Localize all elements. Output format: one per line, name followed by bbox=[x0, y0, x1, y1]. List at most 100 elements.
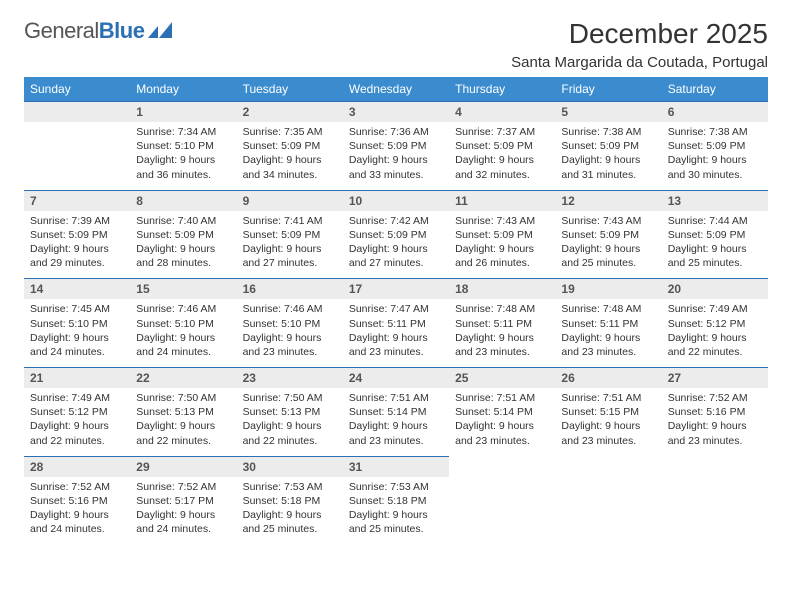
daylight-line-1: Daylight: 9 hours bbox=[136, 508, 230, 522]
daylight-line-2: and 28 minutes. bbox=[136, 256, 230, 270]
day-number-cell: 15 bbox=[130, 279, 236, 300]
sunrise-line: Sunrise: 7:39 AM bbox=[30, 214, 124, 228]
day-content-cell: Sunrise: 7:50 AMSunset: 5:13 PMDaylight:… bbox=[130, 388, 236, 456]
sunrise-line: Sunrise: 7:53 AM bbox=[349, 480, 443, 494]
daylight-line-2: and 23 minutes. bbox=[243, 345, 337, 359]
daylight-line-1: Daylight: 9 hours bbox=[561, 331, 655, 345]
sunset-line: Sunset: 5:14 PM bbox=[349, 405, 443, 419]
day-header: Wednesday bbox=[343, 77, 449, 102]
day-number-cell: 30 bbox=[237, 456, 343, 477]
week-number-row: 21222324252627 bbox=[24, 368, 768, 389]
week-content-row: Sunrise: 7:49 AMSunset: 5:12 PMDaylight:… bbox=[24, 388, 768, 456]
day-number-cell: 31 bbox=[343, 456, 449, 477]
day-number-cell bbox=[449, 456, 555, 477]
sunrise-line: Sunrise: 7:52 AM bbox=[30, 480, 124, 494]
day-number-cell: 12 bbox=[555, 190, 661, 211]
day-content-cell: Sunrise: 7:41 AMSunset: 5:09 PMDaylight:… bbox=[237, 211, 343, 279]
sunset-line: Sunset: 5:09 PM bbox=[668, 228, 762, 242]
sunset-line: Sunset: 5:09 PM bbox=[349, 228, 443, 242]
sunset-line: Sunset: 5:16 PM bbox=[668, 405, 762, 419]
sunrise-line: Sunrise: 7:51 AM bbox=[455, 391, 549, 405]
sunset-line: Sunset: 5:09 PM bbox=[668, 139, 762, 153]
sunrise-line: Sunrise: 7:37 AM bbox=[455, 125, 549, 139]
daylight-line-1: Daylight: 9 hours bbox=[136, 419, 230, 433]
daylight-line-1: Daylight: 9 hours bbox=[136, 242, 230, 256]
daylight-line-1: Daylight: 9 hours bbox=[349, 508, 443, 522]
day-content-cell: Sunrise: 7:38 AMSunset: 5:09 PMDaylight:… bbox=[662, 122, 768, 190]
day-content-cell: Sunrise: 7:36 AMSunset: 5:09 PMDaylight:… bbox=[343, 122, 449, 190]
week-number-row: 78910111213 bbox=[24, 190, 768, 211]
sunset-line: Sunset: 5:13 PM bbox=[136, 405, 230, 419]
daylight-line-2: and 22 minutes. bbox=[668, 345, 762, 359]
brand-gray: General bbox=[24, 18, 99, 43]
sunset-line: Sunset: 5:10 PM bbox=[30, 317, 124, 331]
day-number-cell: 19 bbox=[555, 279, 661, 300]
day-number-cell bbox=[24, 102, 130, 123]
daylight-line-2: and 24 minutes. bbox=[136, 345, 230, 359]
sunset-line: Sunset: 5:11 PM bbox=[349, 317, 443, 331]
day-content-cell: Sunrise: 7:48 AMSunset: 5:11 PMDaylight:… bbox=[449, 299, 555, 367]
sunset-line: Sunset: 5:09 PM bbox=[561, 139, 655, 153]
day-content-cell: Sunrise: 7:42 AMSunset: 5:09 PMDaylight:… bbox=[343, 211, 449, 279]
day-number-cell: 21 bbox=[24, 368, 130, 389]
day-content-cell: Sunrise: 7:53 AMSunset: 5:18 PMDaylight:… bbox=[343, 477, 449, 545]
day-content-cell: Sunrise: 7:49 AMSunset: 5:12 PMDaylight:… bbox=[24, 388, 130, 456]
sunrise-line: Sunrise: 7:48 AM bbox=[561, 302, 655, 316]
day-number-cell: 13 bbox=[662, 190, 768, 211]
daylight-line-2: and 33 minutes. bbox=[349, 168, 443, 182]
sunrise-line: Sunrise: 7:52 AM bbox=[136, 480, 230, 494]
daylight-line-1: Daylight: 9 hours bbox=[30, 419, 124, 433]
day-content-cell: Sunrise: 7:47 AMSunset: 5:11 PMDaylight:… bbox=[343, 299, 449, 367]
daylight-line-1: Daylight: 9 hours bbox=[30, 242, 124, 256]
daylight-line-2: and 26 minutes. bbox=[455, 256, 549, 270]
sunset-line: Sunset: 5:10 PM bbox=[243, 317, 337, 331]
sunset-line: Sunset: 5:09 PM bbox=[243, 228, 337, 242]
sunset-line: Sunset: 5:09 PM bbox=[136, 228, 230, 242]
day-content-cell: Sunrise: 7:39 AMSunset: 5:09 PMDaylight:… bbox=[24, 211, 130, 279]
day-number-cell: 2 bbox=[237, 102, 343, 123]
day-number-cell: 22 bbox=[130, 368, 236, 389]
day-content-cell: Sunrise: 7:34 AMSunset: 5:10 PMDaylight:… bbox=[130, 122, 236, 190]
day-header: Tuesday bbox=[237, 77, 343, 102]
day-content-cell bbox=[449, 477, 555, 545]
day-number-cell: 7 bbox=[24, 190, 130, 211]
day-content-cell: Sunrise: 7:44 AMSunset: 5:09 PMDaylight:… bbox=[662, 211, 768, 279]
sunrise-line: Sunrise: 7:40 AM bbox=[136, 214, 230, 228]
daylight-line-2: and 23 minutes. bbox=[455, 345, 549, 359]
location: Santa Margarida da Coutada, Portugal bbox=[511, 54, 768, 71]
sunset-line: Sunset: 5:17 PM bbox=[136, 494, 230, 508]
sunrise-line: Sunrise: 7:43 AM bbox=[561, 214, 655, 228]
day-content-cell: Sunrise: 7:40 AMSunset: 5:09 PMDaylight:… bbox=[130, 211, 236, 279]
daylight-line-2: and 24 minutes. bbox=[30, 522, 124, 536]
sunrise-line: Sunrise: 7:38 AM bbox=[561, 125, 655, 139]
sunrise-line: Sunrise: 7:34 AM bbox=[136, 125, 230, 139]
calendar-table: SundayMondayTuesdayWednesdayThursdayFrid… bbox=[24, 77, 768, 544]
daylight-line-2: and 30 minutes. bbox=[668, 168, 762, 182]
sunset-line: Sunset: 5:09 PM bbox=[243, 139, 337, 153]
daylight-line-1: Daylight: 9 hours bbox=[136, 331, 230, 345]
daylight-line-2: and 23 minutes. bbox=[349, 345, 443, 359]
day-content-cell: Sunrise: 7:46 AMSunset: 5:10 PMDaylight:… bbox=[130, 299, 236, 367]
daylight-line-1: Daylight: 9 hours bbox=[30, 508, 124, 522]
day-content-cell bbox=[662, 477, 768, 545]
daylight-line-2: and 24 minutes. bbox=[136, 522, 230, 536]
sunrise-line: Sunrise: 7:45 AM bbox=[30, 302, 124, 316]
daylight-line-2: and 23 minutes. bbox=[349, 434, 443, 448]
day-number-cell: 14 bbox=[24, 279, 130, 300]
sunrise-line: Sunrise: 7:51 AM bbox=[561, 391, 655, 405]
sunset-line: Sunset: 5:10 PM bbox=[136, 139, 230, 153]
sunset-line: Sunset: 5:14 PM bbox=[455, 405, 549, 419]
sunrise-line: Sunrise: 7:49 AM bbox=[30, 391, 124, 405]
daylight-line-2: and 23 minutes. bbox=[668, 434, 762, 448]
brand-logo: GeneralBlue bbox=[24, 18, 176, 44]
sunrise-line: Sunrise: 7:50 AM bbox=[136, 391, 230, 405]
day-number-cell: 18 bbox=[449, 279, 555, 300]
daylight-line-2: and 27 minutes. bbox=[349, 256, 443, 270]
sunrise-line: Sunrise: 7:48 AM bbox=[455, 302, 549, 316]
day-number-cell: 11 bbox=[449, 190, 555, 211]
week-content-row: Sunrise: 7:34 AMSunset: 5:10 PMDaylight:… bbox=[24, 122, 768, 190]
sunset-line: Sunset: 5:10 PM bbox=[136, 317, 230, 331]
sunset-line: Sunset: 5:13 PM bbox=[243, 405, 337, 419]
day-content-cell: Sunrise: 7:38 AMSunset: 5:09 PMDaylight:… bbox=[555, 122, 661, 190]
day-header: Saturday bbox=[662, 77, 768, 102]
